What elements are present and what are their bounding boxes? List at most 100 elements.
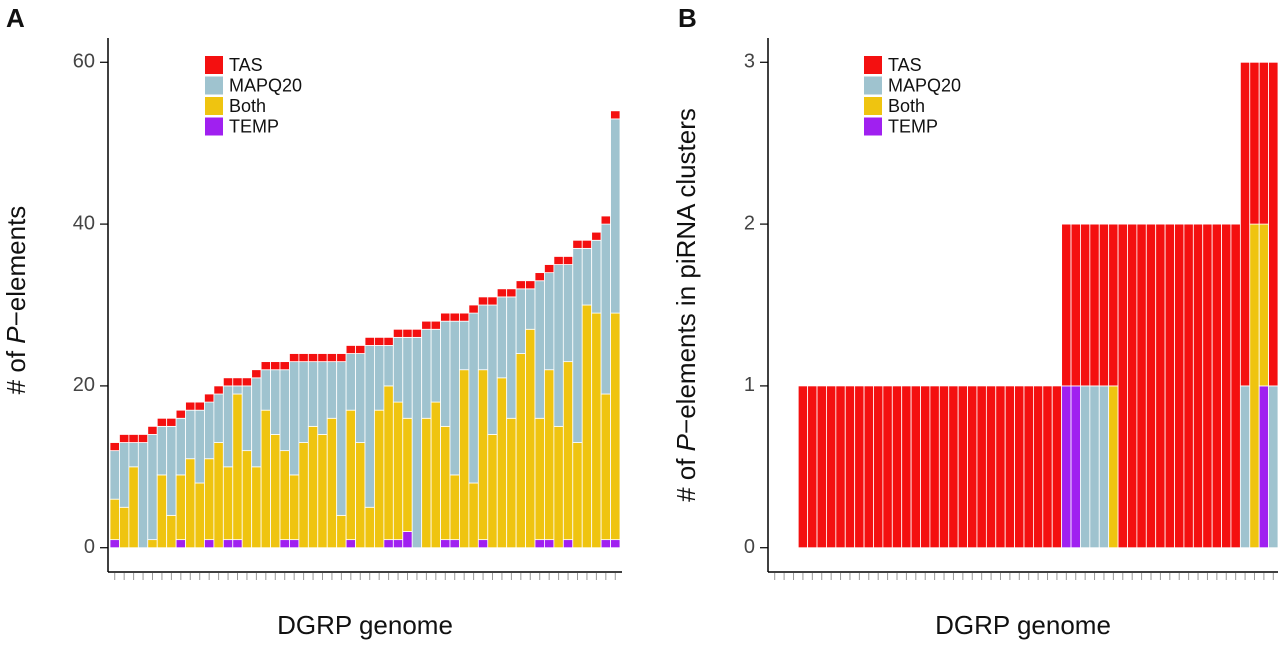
bar-segment <box>289 361 300 476</box>
bar-segment <box>411 328 423 338</box>
bar-segment <box>1127 223 1138 549</box>
bar-segment <box>797 385 809 549</box>
legend-swatch <box>205 76 223 95</box>
panel-letter: A <box>6 3 25 33</box>
bar-segment <box>392 336 404 403</box>
bar-segment <box>440 539 451 549</box>
bar-segment <box>232 539 243 549</box>
bar-segment <box>882 385 893 549</box>
y-axis-label-part: P <box>1 326 31 344</box>
bar-segment <box>873 385 884 549</box>
bar-segment <box>260 369 271 411</box>
bar-segment <box>128 434 139 443</box>
bar-segment <box>1230 223 1241 549</box>
bar-segment <box>392 328 404 338</box>
bar-segment <box>402 328 413 338</box>
y-axis-label-part: # of <box>671 451 701 502</box>
bar-segment <box>600 393 611 541</box>
bar-segment <box>392 401 404 541</box>
bar-segment <box>355 353 366 443</box>
bar-segment <box>175 539 186 549</box>
bar-segment <box>534 539 545 549</box>
bar-segment <box>204 393 215 403</box>
bar-segment <box>1249 61 1260 225</box>
bar-segment <box>515 280 526 290</box>
bar-segment <box>345 345 356 354</box>
bar-segment <box>204 401 215 460</box>
legend-swatch <box>864 117 882 136</box>
y-tick-label: 1 <box>744 374 755 396</box>
bar-segment <box>383 345 394 387</box>
bar-segment <box>402 531 413 549</box>
bar-segment <box>402 417 413 532</box>
bar-segment <box>1004 385 1015 549</box>
bar-segment <box>515 353 526 549</box>
bar-segment <box>119 506 130 549</box>
bar-segment <box>610 110 621 120</box>
bar-segment <box>251 369 262 379</box>
bar-segment <box>298 353 309 363</box>
bar-segment <box>298 442 309 549</box>
bar-segment <box>374 345 385 411</box>
bar-segment <box>459 369 470 549</box>
bar-segment <box>232 377 243 387</box>
bar-segment <box>147 434 158 541</box>
bar-segment <box>430 401 441 549</box>
bar-segment <box>232 393 243 541</box>
bar-segment <box>222 466 234 541</box>
y-axis-label-part: −elements <box>1 206 31 327</box>
bar-segment <box>525 280 536 290</box>
bar-segment <box>1258 385 1269 549</box>
bar-segment <box>270 369 281 435</box>
bar-segment <box>1117 223 1128 549</box>
bar-segment <box>251 377 262 468</box>
bar-segment <box>166 417 177 427</box>
bar-segment <box>459 312 470 322</box>
bar-segment <box>222 385 234 468</box>
bar-segment <box>948 385 959 549</box>
bar-segment <box>185 409 196 460</box>
bar-segment <box>241 377 253 387</box>
y-tick-label: 60 <box>73 51 95 73</box>
legend-swatch <box>864 97 882 115</box>
bar-segment <box>279 450 290 541</box>
bar-segment <box>289 539 300 549</box>
bar-segment <box>995 385 1006 549</box>
bar-segment <box>967 385 978 549</box>
bar-segment <box>553 264 564 427</box>
bar-segment <box>487 434 498 549</box>
bar-segment <box>610 312 621 541</box>
bar-segment <box>307 353 319 363</box>
bar-segment <box>326 353 338 363</box>
bar-segment <box>468 482 479 549</box>
bar-segment <box>374 336 385 346</box>
bar-segment <box>213 385 224 395</box>
bar-segment <box>1239 385 1251 549</box>
bar-segment <box>364 336 375 346</box>
legend-swatch <box>864 76 882 95</box>
bar-segment <box>553 425 564 549</box>
bar-segment <box>581 239 593 249</box>
bar-segment <box>1258 61 1269 225</box>
bar-segment <box>251 466 262 549</box>
bar-segment <box>289 353 300 363</box>
bar-segment <box>1098 223 1110 387</box>
bar-segment <box>279 539 290 549</box>
bar-segment <box>317 361 328 435</box>
bar-segment <box>985 385 997 549</box>
bar-segment <box>468 312 479 484</box>
legend-label: TAS <box>229 55 263 75</box>
legend-swatch <box>205 56 223 74</box>
bar-segment <box>147 539 158 549</box>
legend-label: Both <box>888 96 925 116</box>
bar-segment <box>468 304 479 314</box>
bar-segment <box>298 361 309 443</box>
bar-segment <box>562 256 574 265</box>
bar-segment <box>383 539 394 549</box>
bar-segment <box>572 247 583 443</box>
bar-segment <box>807 385 818 549</box>
legend-swatch <box>205 97 223 115</box>
y-tick-label: 0 <box>84 536 95 558</box>
